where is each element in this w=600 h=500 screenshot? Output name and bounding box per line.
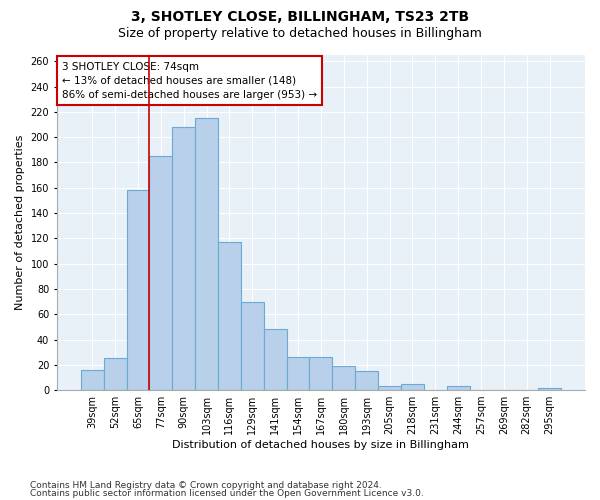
Bar — [538, 388, 561, 390]
Bar — [172, 127, 195, 390]
Text: Contains HM Land Registry data © Crown copyright and database right 2024.: Contains HM Land Registry data © Crown c… — [30, 481, 382, 490]
Bar — [218, 242, 241, 390]
Text: 3, SHOTLEY CLOSE, BILLINGHAM, TS23 2TB: 3, SHOTLEY CLOSE, BILLINGHAM, TS23 2TB — [131, 10, 469, 24]
Bar — [241, 302, 264, 390]
Bar — [355, 371, 378, 390]
Bar — [195, 118, 218, 390]
Y-axis label: Number of detached properties: Number of detached properties — [15, 135, 25, 310]
Bar — [310, 357, 332, 390]
Bar — [149, 156, 172, 390]
Bar — [378, 386, 401, 390]
Text: Size of property relative to detached houses in Billingham: Size of property relative to detached ho… — [118, 28, 482, 40]
Bar — [446, 386, 470, 390]
Bar — [104, 358, 127, 390]
Bar — [287, 357, 310, 390]
Text: Contains public sector information licensed under the Open Government Licence v3: Contains public sector information licen… — [30, 488, 424, 498]
Bar — [127, 190, 149, 390]
Text: 3 SHOTLEY CLOSE: 74sqm
← 13% of detached houses are smaller (148)
86% of semi-de: 3 SHOTLEY CLOSE: 74sqm ← 13% of detached… — [62, 62, 317, 100]
Bar — [81, 370, 104, 390]
X-axis label: Distribution of detached houses by size in Billingham: Distribution of detached houses by size … — [172, 440, 469, 450]
Bar — [401, 384, 424, 390]
Bar — [264, 330, 287, 390]
Bar — [332, 366, 355, 390]
